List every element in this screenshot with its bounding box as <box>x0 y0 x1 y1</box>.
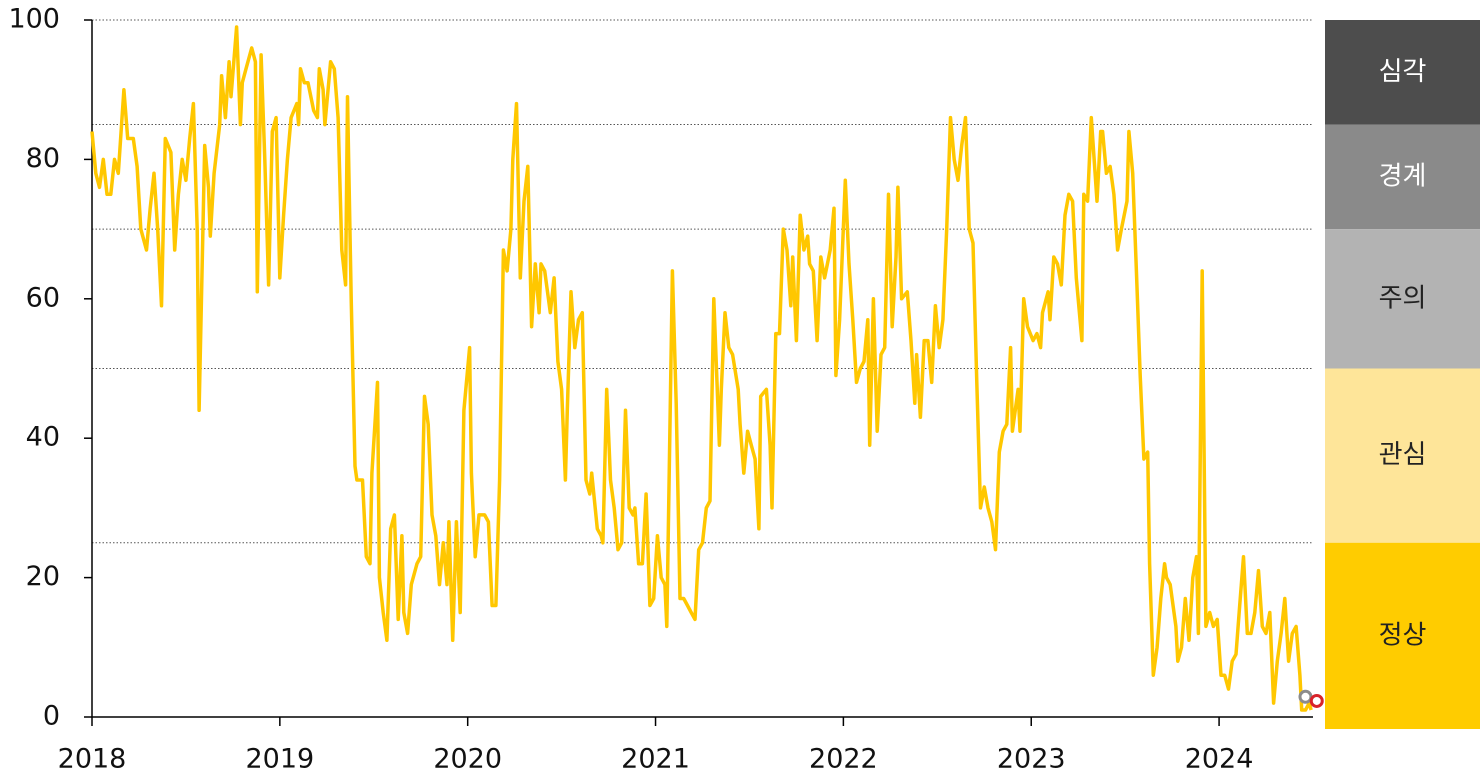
band <box>1325 20 1480 125</box>
band-label: 관심 <box>1379 440 1427 470</box>
y-tick-label: 40 <box>26 422 60 453</box>
band-label: 심각 <box>1379 57 1427 87</box>
band <box>1325 542 1480 729</box>
x-tick-label: 2023 <box>997 744 1066 775</box>
y-tick-label: 0 <box>43 701 60 732</box>
band-label: 주의 <box>1379 283 1427 313</box>
y-tick-label: 60 <box>26 282 60 313</box>
band <box>1325 368 1480 543</box>
point-marker <box>1298 689 1313 704</box>
y-tick-label: 80 <box>26 143 60 174</box>
point-marker <box>1309 693 1324 708</box>
x-tick-label: 2021 <box>621 744 690 775</box>
y-tick-label: 20 <box>26 561 60 592</box>
x-tick-label: 2022 <box>809 744 878 775</box>
band <box>1325 229 1480 369</box>
y-tick-label: 100 <box>8 4 60 35</box>
x-tick-label: 2020 <box>433 744 502 775</box>
x-tick-label: 2019 <box>245 744 314 775</box>
data-line <box>90 25 1313 712</box>
x-tick-label: 2024 <box>1185 744 1254 775</box>
x-tick-label: 2018 <box>58 744 127 775</box>
band-label: 경계 <box>1379 161 1427 191</box>
band-label: 정상 <box>1379 620 1427 650</box>
band <box>1325 124 1480 230</box>
